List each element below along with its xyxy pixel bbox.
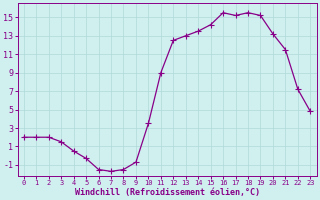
X-axis label: Windchill (Refroidissement éolien,°C): Windchill (Refroidissement éolien,°C)	[75, 188, 260, 197]
